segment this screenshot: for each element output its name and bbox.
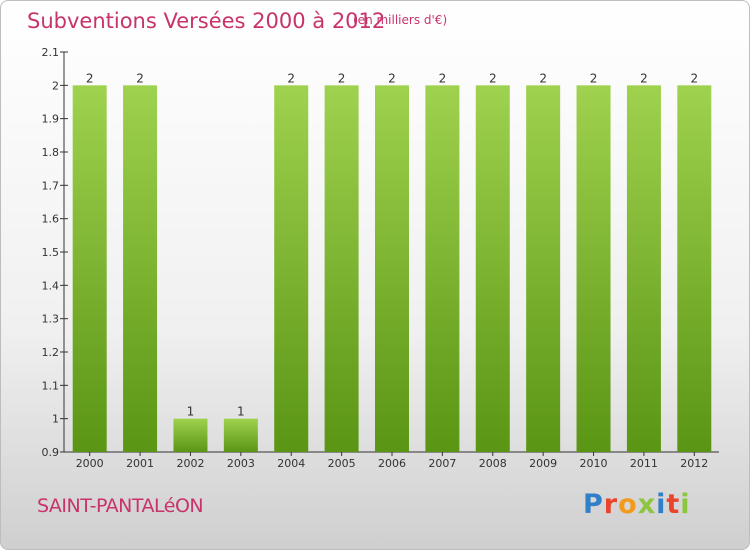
data-label: 2 — [439, 71, 447, 85]
logo-letter: i — [680, 489, 691, 520]
data-label: 2 — [640, 71, 648, 85]
y-tick-label: 1.6 — [42, 213, 60, 226]
y-tick-label: 2 — [52, 79, 59, 92]
bar — [72, 85, 107, 452]
data-label: 2 — [136, 71, 144, 85]
logo-letter: x — [637, 489, 657, 520]
y-tick-label: 1 — [52, 413, 59, 426]
logo-letter: P — [583, 489, 604, 520]
data-label: 2 — [539, 71, 547, 85]
x-tick-label: 2009 — [529, 457, 557, 470]
data-label: 2 — [489, 71, 497, 85]
x-tick-label: 2005 — [328, 457, 356, 470]
x-tick-label: 2002 — [176, 457, 204, 470]
y-tick-label: 1.7 — [42, 179, 60, 192]
y-tick-label: 1.4 — [42, 279, 60, 292]
proxiti-logo[interactable]: Proxiti — [583, 489, 691, 520]
bar — [274, 85, 309, 452]
bar — [626, 85, 661, 452]
data-label: 1 — [187, 405, 195, 419]
bar — [526, 85, 561, 452]
x-tick-label: 2004 — [277, 457, 305, 470]
bar — [324, 85, 359, 452]
y-tick-label: 1.5 — [42, 246, 60, 259]
x-tick-label: 2000 — [76, 457, 104, 470]
logo-letter: i — [656, 489, 667, 520]
bar — [475, 85, 510, 452]
x-tick-label: 2011 — [630, 457, 658, 470]
bar — [576, 85, 611, 452]
x-tick-label: 2006 — [378, 457, 406, 470]
logo-letter: r — [603, 489, 619, 520]
x-tick-label: 2003 — [227, 457, 255, 470]
chart-title: Subventions Versées 2000 à 2012 — [27, 9, 386, 33]
x-tick-label: 2010 — [580, 457, 608, 470]
bar — [375, 85, 409, 452]
bar — [425, 85, 460, 452]
x-tick-label: 2001 — [126, 457, 154, 470]
bar — [123, 85, 158, 452]
data-label: 2 — [338, 71, 346, 85]
data-label: 2 — [590, 71, 598, 85]
logo-letter: t — [666, 489, 681, 520]
bar — [677, 85, 712, 452]
x-tick-label: 2008 — [479, 457, 507, 470]
chart-subtitle: (en milliers d'€) — [353, 13, 448, 27]
y-tick-label: 2.1 — [42, 46, 60, 59]
logo-letter: o — [618, 489, 638, 520]
y-tick-label: 1.9 — [42, 113, 60, 126]
data-label: 2 — [388, 71, 396, 85]
bar — [173, 418, 208, 452]
x-tick-label: 2012 — [680, 457, 708, 470]
data-label: 2 — [690, 71, 698, 85]
commune-name: SAINT-PANTALéON — [37, 495, 204, 517]
data-label: 1 — [237, 405, 245, 419]
y-tick-label: 1.1 — [42, 379, 60, 392]
y-tick-label: 1.2 — [42, 346, 60, 359]
y-tick-label: 1.8 — [42, 146, 60, 159]
data-label: 2 — [287, 71, 295, 85]
bar — [223, 418, 258, 452]
y-tick-label: 0.9 — [42, 446, 60, 459]
y-tick-label: 1.3 — [42, 313, 60, 326]
data-label: 2 — [86, 71, 94, 85]
x-tick-label: 2007 — [428, 457, 456, 470]
